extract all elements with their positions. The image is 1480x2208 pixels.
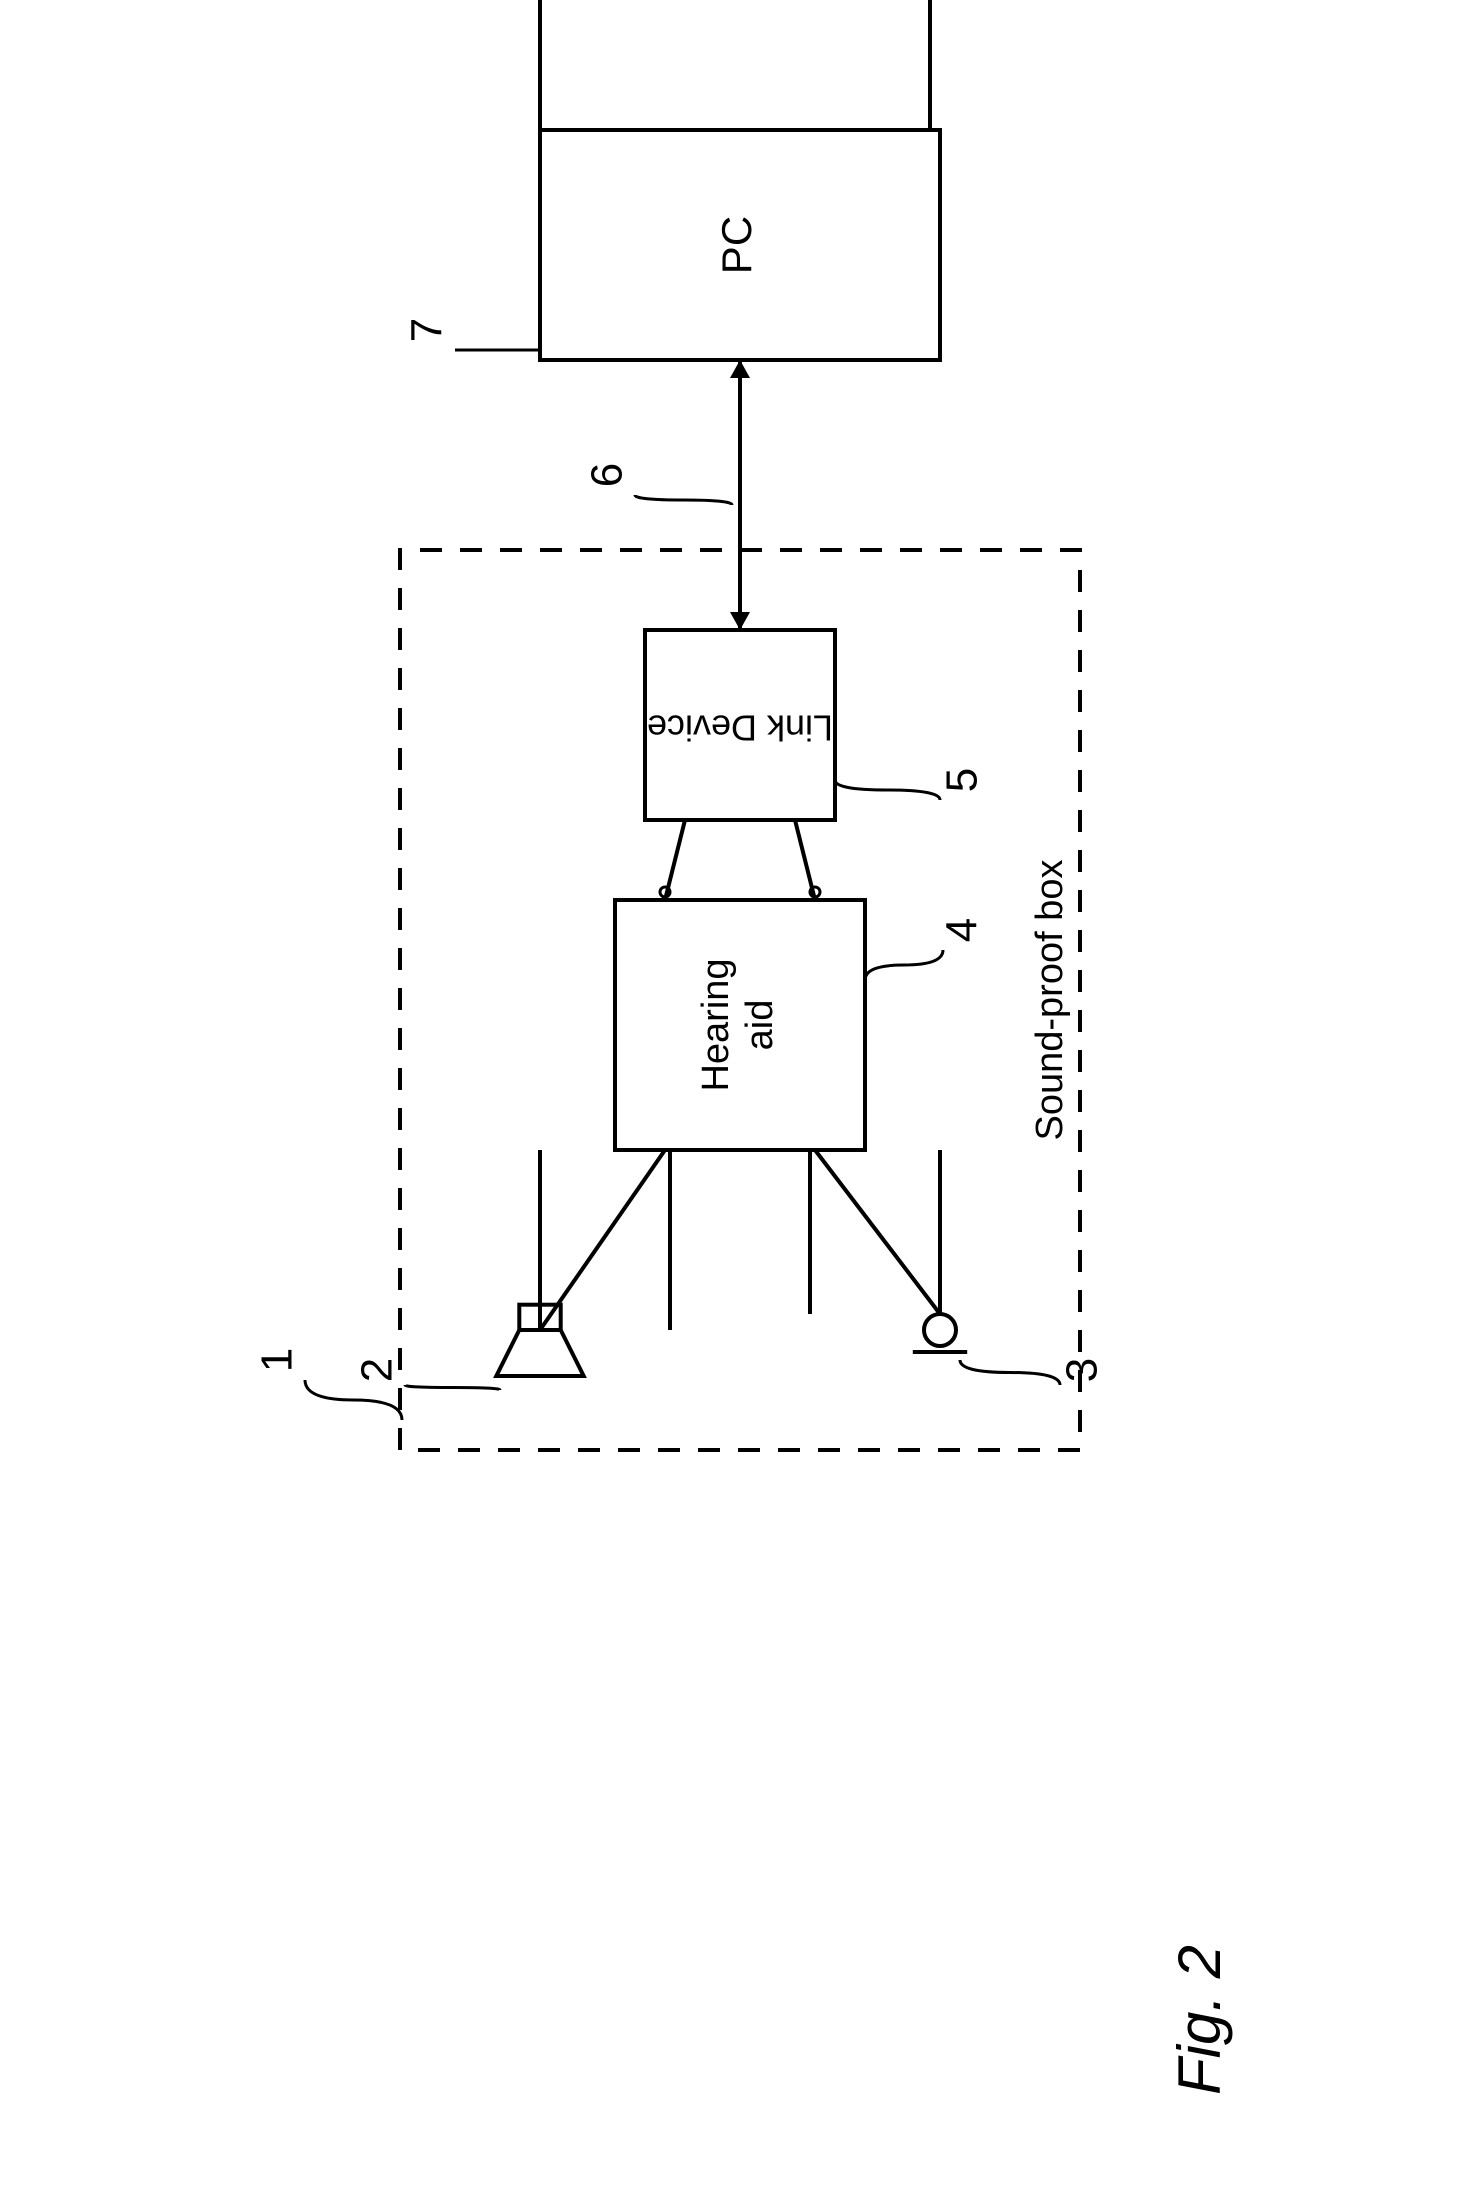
svg-text:3: 3 [1058,1358,1107,1382]
svg-text:Sound-proof box: Sound-proof box [1029,860,1071,1141]
svg-text:1: 1 [253,1348,302,1372]
svg-text:2: 2 [353,1358,402,1382]
svg-text:Hearing: Hearing [695,958,737,1091]
figure-diagram: Sound-proof box 1 Hearingaid 4 Link Device 5 2… [0,0,1480,2208]
svg-text:aid: aid [739,1000,781,1051]
svg-text:7: 7 [403,318,452,342]
svg-text:Link Device: Link Device [647,707,833,748]
svg-text:6: 6 [583,463,632,487]
figure-caption: Fig. 2 [1166,1945,1233,2095]
svg-text:5: 5 [938,768,987,792]
svg-text:4: 4 [938,918,987,942]
svg-text:PC: PC [713,216,760,274]
